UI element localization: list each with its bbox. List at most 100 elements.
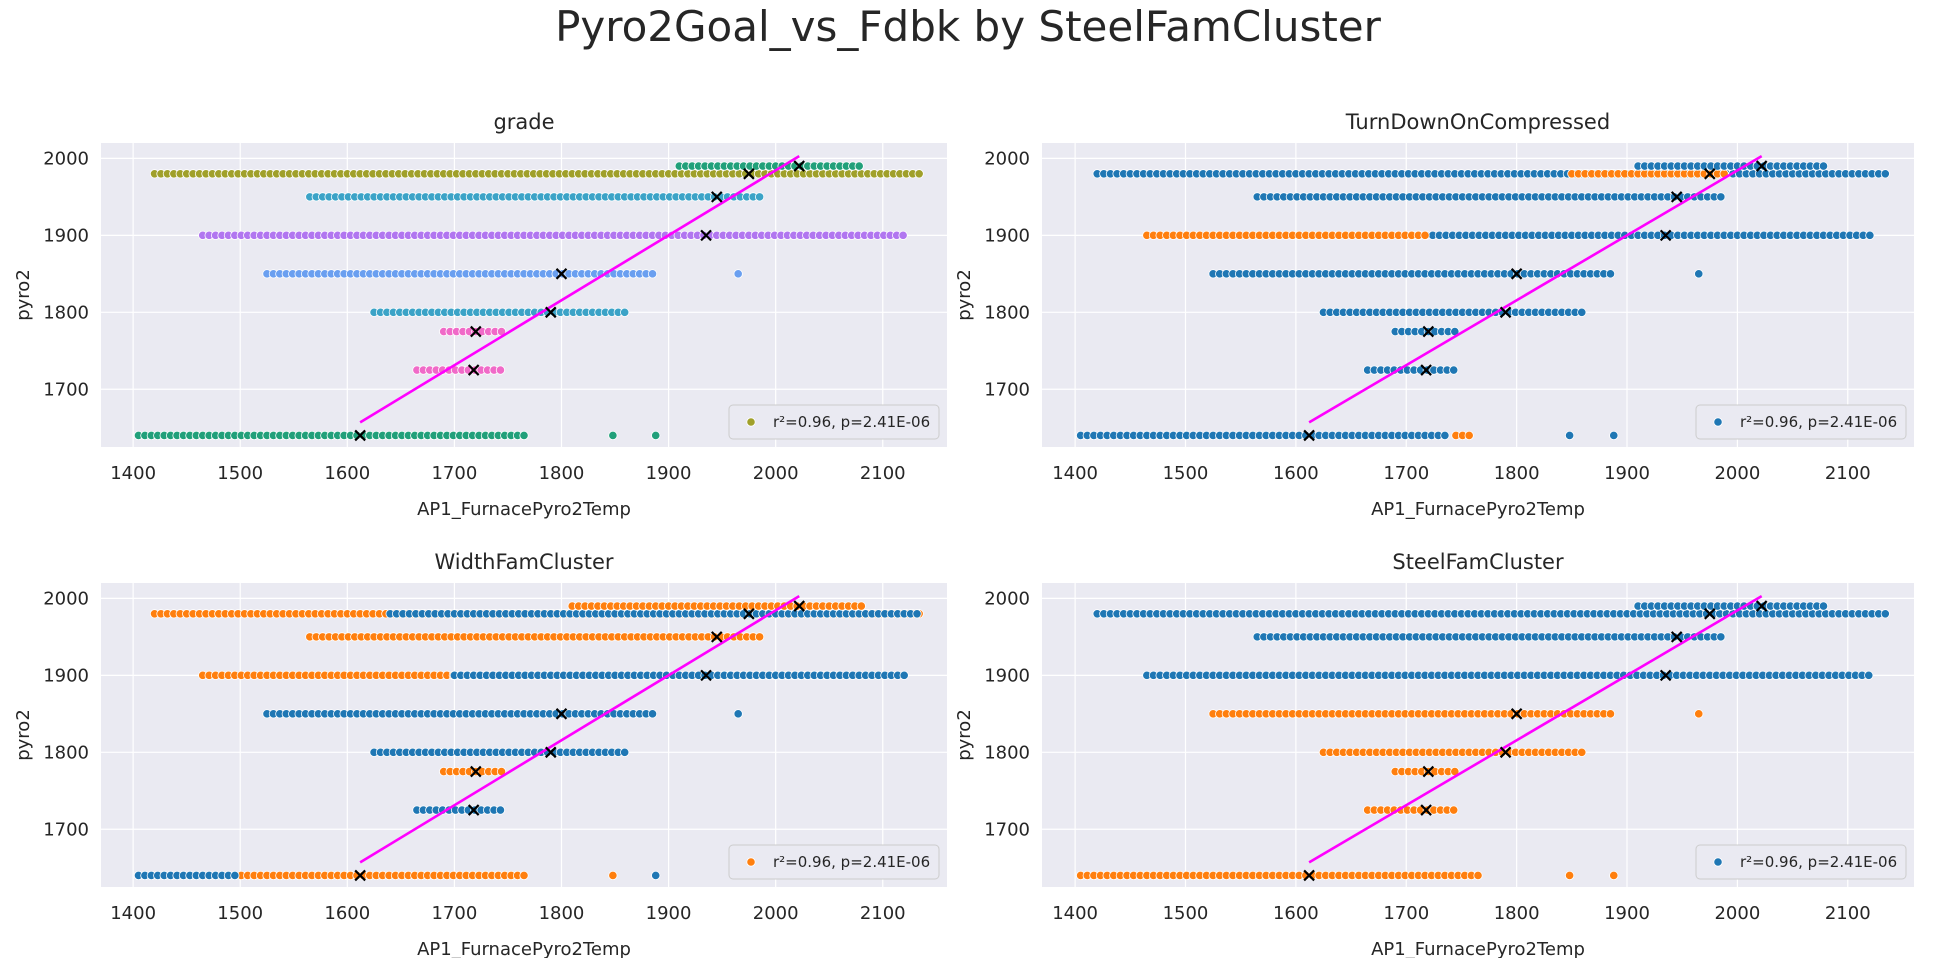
series-g2	[149, 169, 924, 179]
goal-marker	[467, 364, 480, 376]
y-axis-label: pyro2	[954, 709, 975, 761]
subplot-2: 1400 1500 1600 1700 1800 1900 2000 2100 1700 1800…	[954, 110, 1914, 520]
series-w4	[385, 609, 922, 619]
data-point	[495, 805, 506, 815]
goal-marker	[743, 608, 755, 620]
series-w9	[439, 766, 507, 777]
series-g3	[198, 230, 908, 240]
axes-background	[1042, 583, 1914, 887]
series-w6	[449, 670, 909, 680]
legend-label: r²=0.96, p=2.41E-06	[1740, 853, 1897, 871]
series-t7	[1208, 269, 1704, 279]
data-point	[733, 269, 743, 279]
data-point	[1716, 632, 1726, 642]
series-g7	[412, 365, 506, 375]
y-tick-label: 2000	[984, 148, 1030, 169]
x-tick-label: 1900	[646, 463, 692, 484]
data-point	[647, 709, 658, 719]
series-t11	[1252, 192, 1726, 202]
y-tick-label: 1900	[984, 665, 1030, 686]
goal-marker	[793, 160, 805, 172]
y-tick-label: 1800	[43, 742, 89, 763]
data-point	[1694, 269, 1704, 279]
axes-background	[101, 143, 947, 447]
y-axis-label: pyro2	[954, 269, 975, 321]
series-t8	[1318, 307, 1587, 317]
subplot-title: SteelFamCluster	[1392, 550, 1564, 574]
subplot-title: grade	[493, 110, 554, 134]
series-t5	[1401, 230, 1875, 240]
goal-marker	[467, 804, 480, 816]
series-w10	[412, 805, 506, 815]
subplot-title: TurnDownOnCompressed	[1345, 110, 1610, 134]
goal-marker	[544, 306, 557, 319]
legend: r²=0.96, p=2.41E-06	[728, 844, 940, 880]
series-t6	[1142, 230, 1430, 240]
data-point	[1565, 870, 1575, 881]
legend-box	[728, 844, 940, 880]
subplot-3: 1400 1500 1600 1700 1800 1900 2000 2100 1700 1800…	[13, 550, 947, 958]
series-g5	[262, 269, 743, 279]
legend-marker	[1713, 857, 1723, 867]
series-t3	[1092, 169, 1890, 179]
goal-marker	[710, 191, 723, 203]
data-point	[1880, 169, 1890, 179]
goal-marker	[743, 168, 755, 180]
data-point	[1609, 870, 1619, 881]
goal-marker	[700, 229, 712, 242]
data-point	[1818, 601, 1829, 611]
x-tick-label: 1400	[1052, 903, 1098, 924]
goal-marker	[544, 746, 557, 759]
goal-marker	[1704, 608, 1716, 620]
data-point	[1473, 870, 1483, 881]
goal-marker	[1704, 168, 1716, 180]
series-s5	[1318, 747, 1587, 757]
series-w11	[305, 632, 765, 642]
data-point	[519, 430, 529, 441]
legend: r²=0.96, p=2.41E-06	[728, 404, 940, 440]
legend-label: r²=0.96, p=2.41E-06	[773, 853, 930, 871]
data-point	[519, 870, 529, 881]
data-point	[1605, 269, 1616, 279]
goal-marker	[1420, 804, 1432, 816]
series-t2	[1451, 430, 1474, 441]
y-tick-label: 1700	[43, 379, 89, 400]
data-point	[1440, 430, 1450, 441]
legend-marker	[1713, 417, 1723, 427]
x-tick-label: 2000	[1714, 903, 1760, 924]
x-tick-label: 1800	[1494, 463, 1540, 484]
y-tick-label: 1900	[43, 225, 89, 246]
x-axis-label: AP1_FurnacePyro2Temp	[1371, 939, 1585, 958]
series-w7	[262, 709, 743, 719]
data-point	[495, 365, 506, 375]
series-s2	[1092, 609, 1890, 619]
y-tick-label: 2000	[43, 148, 89, 169]
data-point	[912, 609, 922, 619]
data-point	[1605, 709, 1616, 719]
x-axis-label: AP1_FurnacePyro2Temp	[417, 499, 631, 520]
data-point	[733, 709, 743, 719]
y-tick-label: 1800	[43, 302, 89, 323]
fit-line	[359, 154, 800, 424]
y-tick-label: 1900	[43, 665, 89, 686]
series-t9	[1390, 326, 1460, 337]
goal-marker	[1422, 325, 1435, 338]
data-point	[651, 870, 661, 881]
x-tick-label: 2100	[1825, 463, 1871, 484]
x-tick-label: 1600	[1273, 903, 1319, 924]
x-tick-label: 1700	[1383, 463, 1429, 484]
x-tick-label: 2100	[1825, 903, 1871, 924]
goal-marker	[710, 631, 723, 643]
data-point	[899, 670, 909, 680]
goal-marker	[470, 765, 482, 778]
y-tick-label: 1800	[984, 742, 1030, 763]
data-point	[754, 192, 765, 202]
x-axis-label: AP1_FurnacePyro2Temp	[1371, 499, 1585, 520]
data-point	[1716, 192, 1726, 202]
data-point	[754, 632, 765, 642]
goal-marker	[1303, 429, 1315, 442]
x-tick-label: 1400	[110, 903, 156, 924]
series-s1	[1076, 870, 1619, 881]
series-t10	[1363, 365, 1459, 375]
